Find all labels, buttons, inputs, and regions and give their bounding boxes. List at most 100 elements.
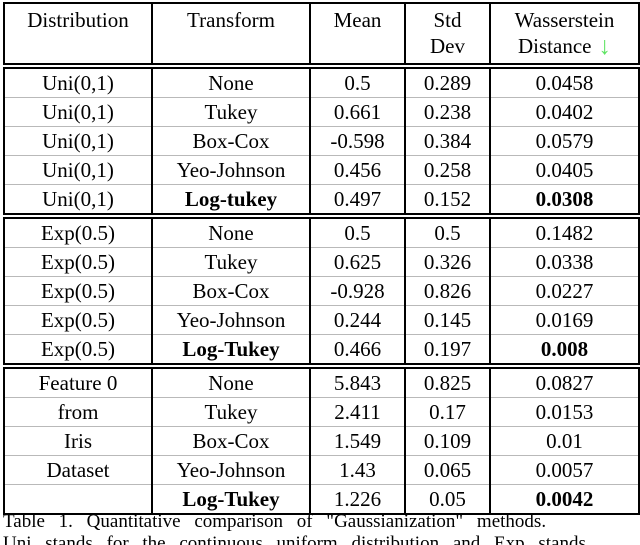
cell-mean: 5.843 xyxy=(309,366,406,398)
header-distribution: Distribution xyxy=(3,3,153,69)
cell-transform: Box-Cox xyxy=(151,276,311,306)
table-row: Exp(0.5) Log-Tukey 0.466 0.197 0.008 xyxy=(3,334,640,366)
cell-wasserstein: 0.0153 xyxy=(489,397,640,427)
header-wasserstein-distance: Wasserstein Distance ↓ xyxy=(489,3,640,69)
cell-transform: Yeo-Johnson xyxy=(151,155,311,185)
cell-distribution: Exp(0.5) xyxy=(3,247,153,277)
cell-distribution: Uni(0,1) xyxy=(3,126,153,156)
table-block-iris: Feature 0 None 5.843 0.825 0.0827 from Tukey 2.… xyxy=(3,366,640,514)
cell-distribution: Iris xyxy=(3,426,153,456)
table-row: Iris Box-Cox 1.549 0.109 0.01 xyxy=(3,426,640,456)
header-wasserstein-label-line2: Distance xyxy=(518,34,592,58)
cell-transform: Log-Tukey xyxy=(151,484,311,514)
table-row: Feature 0 None 5.843 0.825 0.0827 xyxy=(3,366,640,398)
cell-std: 0.065 xyxy=(404,455,491,485)
cell-std: 0.197 xyxy=(404,334,491,366)
cell-std: 0.109 xyxy=(404,426,491,456)
table-header: Distribution Transform Mean Std Dev Wass… xyxy=(3,3,640,69)
lower-is-better-arrow-icon: ↓ xyxy=(598,33,611,60)
cell-transform: None xyxy=(151,366,311,398)
cell-mean: 1.226 xyxy=(309,484,406,514)
cell-mean: 0.466 xyxy=(309,334,406,366)
cell-std: 0.825 xyxy=(404,366,491,398)
cell-wasserstein: 0.0057 xyxy=(489,455,640,485)
table-row: Exp(0.5) Box-Cox -0.928 0.826 0.0227 xyxy=(3,276,640,306)
cell-distribution: Exp(0.5) xyxy=(3,276,153,306)
cell-distribution: Uni(0,1) xyxy=(3,97,153,127)
cell-std: 0.145 xyxy=(404,305,491,335)
table-block-exponential: Exp(0.5) None 0.5 0.5 0.1482 Exp(0.5) Tukey 0.6… xyxy=(3,216,640,366)
table-caption-continued: Uni stands for the continuous uniform di… xyxy=(3,533,586,545)
cell-mean: 1.43 xyxy=(309,455,406,485)
cell-wasserstein: 0.0405 xyxy=(489,155,640,185)
cell-std: 0.238 xyxy=(404,97,491,127)
header-mean-label: Mean xyxy=(333,8,382,32)
cell-distribution: Feature 0 xyxy=(3,366,153,398)
header-std-dev: Std Dev xyxy=(404,3,491,69)
cell-mean: -0.928 xyxy=(309,276,406,306)
table-caption: Table 1. Quantitative comparison of "Gau… xyxy=(3,511,547,532)
cell-transform: Yeo-Johnson xyxy=(151,305,311,335)
cell-transform: Box-Cox xyxy=(151,126,311,156)
cell-transform: Box-Cox xyxy=(151,426,311,456)
cell-distribution: Uni(0,1) xyxy=(3,66,153,98)
cell-std: 0.258 xyxy=(404,155,491,185)
cell-transform: None xyxy=(151,216,311,248)
header-wasserstein-label-line1: Wasserstein xyxy=(514,8,615,32)
cell-wasserstein: 0.01 xyxy=(489,426,640,456)
table-row: Dataset Yeo-Johnson 1.43 0.065 0.0057 xyxy=(3,455,640,485)
cell-std: 0.289 xyxy=(404,66,491,98)
header-transform: Transform xyxy=(151,3,311,69)
cell-distribution: Exp(0.5) xyxy=(3,334,153,366)
header-std-label-line1: Std xyxy=(433,8,462,32)
table-row: Exp(0.5) Tukey 0.625 0.326 0.0338 xyxy=(3,247,640,277)
cell-mean: -0.598 xyxy=(309,126,406,156)
cell-wasserstein: 0.008 xyxy=(489,334,640,366)
cell-mean: 0.244 xyxy=(309,305,406,335)
cell-transform: None xyxy=(151,66,311,98)
cell-transform: Log-Tukey xyxy=(151,334,311,366)
cell-distribution: Dataset xyxy=(3,455,153,485)
table-row: Exp(0.5) None 0.5 0.5 0.1482 xyxy=(3,216,640,248)
cell-mean: 0.497 xyxy=(309,184,406,216)
cell-mean: 0.625 xyxy=(309,247,406,277)
table-row: Uni(0,1) Yeo-Johnson 0.456 0.258 0.0405 xyxy=(3,155,640,185)
cell-transform: Tukey xyxy=(151,247,311,277)
header-std-label-line2: Dev xyxy=(430,34,465,58)
cell-wasserstein: 0.0042 xyxy=(489,484,640,514)
cell-distribution: Exp(0.5) xyxy=(3,305,153,335)
cell-wasserstein: 0.0402 xyxy=(489,97,640,127)
cell-wasserstein: 0.0308 xyxy=(489,184,640,216)
cell-distribution: Uni(0,1) xyxy=(3,184,153,216)
cell-transform: Yeo-Johnson xyxy=(151,455,311,485)
cell-mean: 2.411 xyxy=(309,397,406,427)
cell-std: 0.826 xyxy=(404,276,491,306)
header-mean: Mean xyxy=(309,3,406,69)
cell-transform: Log-tukey xyxy=(151,184,311,216)
cell-mean: 0.5 xyxy=(309,216,406,248)
cell-mean: 1.549 xyxy=(309,426,406,456)
cell-wasserstein: 0.0579 xyxy=(489,126,640,156)
cell-mean: 0.456 xyxy=(309,155,406,185)
cell-wasserstein: 0.0827 xyxy=(489,366,640,398)
cell-wasserstein: 0.0458 xyxy=(489,66,640,98)
cell-wasserstein: 0.0338 xyxy=(489,247,640,277)
cell-transform: Tukey xyxy=(151,397,311,427)
table-block-uniform: Uni(0,1) None 0.5 0.289 0.0458 Uni(0,1) Tukey 0… xyxy=(3,66,640,216)
cell-std: 0.5 xyxy=(404,216,491,248)
cell-std: 0.384 xyxy=(404,126,491,156)
table-row: Log-Tukey 1.226 0.05 0.0042 xyxy=(3,484,640,514)
table-row: Uni(0,1) Log-tukey 0.497 0.152 0.0308 xyxy=(3,184,640,216)
cell-distribution xyxy=(3,484,153,514)
cell-wasserstein: 0.1482 xyxy=(489,216,640,248)
table-row: Uni(0,1) Tukey 0.661 0.238 0.0402 xyxy=(3,97,640,127)
table-row: Uni(0,1) None 0.5 0.289 0.0458 xyxy=(3,66,640,98)
cell-transform: Tukey xyxy=(151,97,311,127)
cell-mean: 0.661 xyxy=(309,97,406,127)
gaussianization-comparison-table: Distribution Transform Mean Std Dev Wass… xyxy=(3,2,640,515)
cell-distribution: Exp(0.5) xyxy=(3,216,153,248)
header-transform-label: Transform xyxy=(187,8,275,32)
cell-std: 0.326 xyxy=(404,247,491,277)
cell-std: 0.05 xyxy=(404,484,491,514)
